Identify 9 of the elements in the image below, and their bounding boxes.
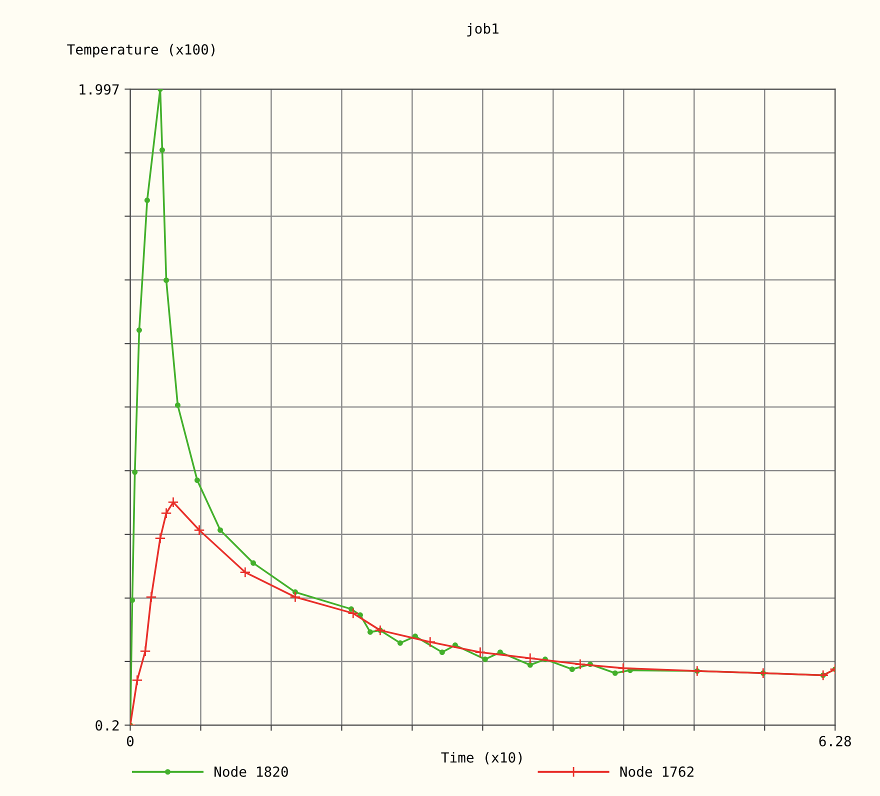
y-tick-label: 1.997: [80, 84, 119, 95]
y-tick-label: 0.2: [96, 720, 119, 731]
x-axis-title: Time (x10): [441, 752, 522, 764]
x-tick-label: 0: [126, 736, 134, 746]
legend-label: Node 1762: [620, 766, 694, 777]
x-tick-label: 6.28: [819, 736, 851, 746]
legend-label: Node 1820: [214, 766, 288, 777]
y-axis-title: Temperature (x100): [67, 44, 214, 58]
chart-title: job1: [467, 23, 498, 36]
